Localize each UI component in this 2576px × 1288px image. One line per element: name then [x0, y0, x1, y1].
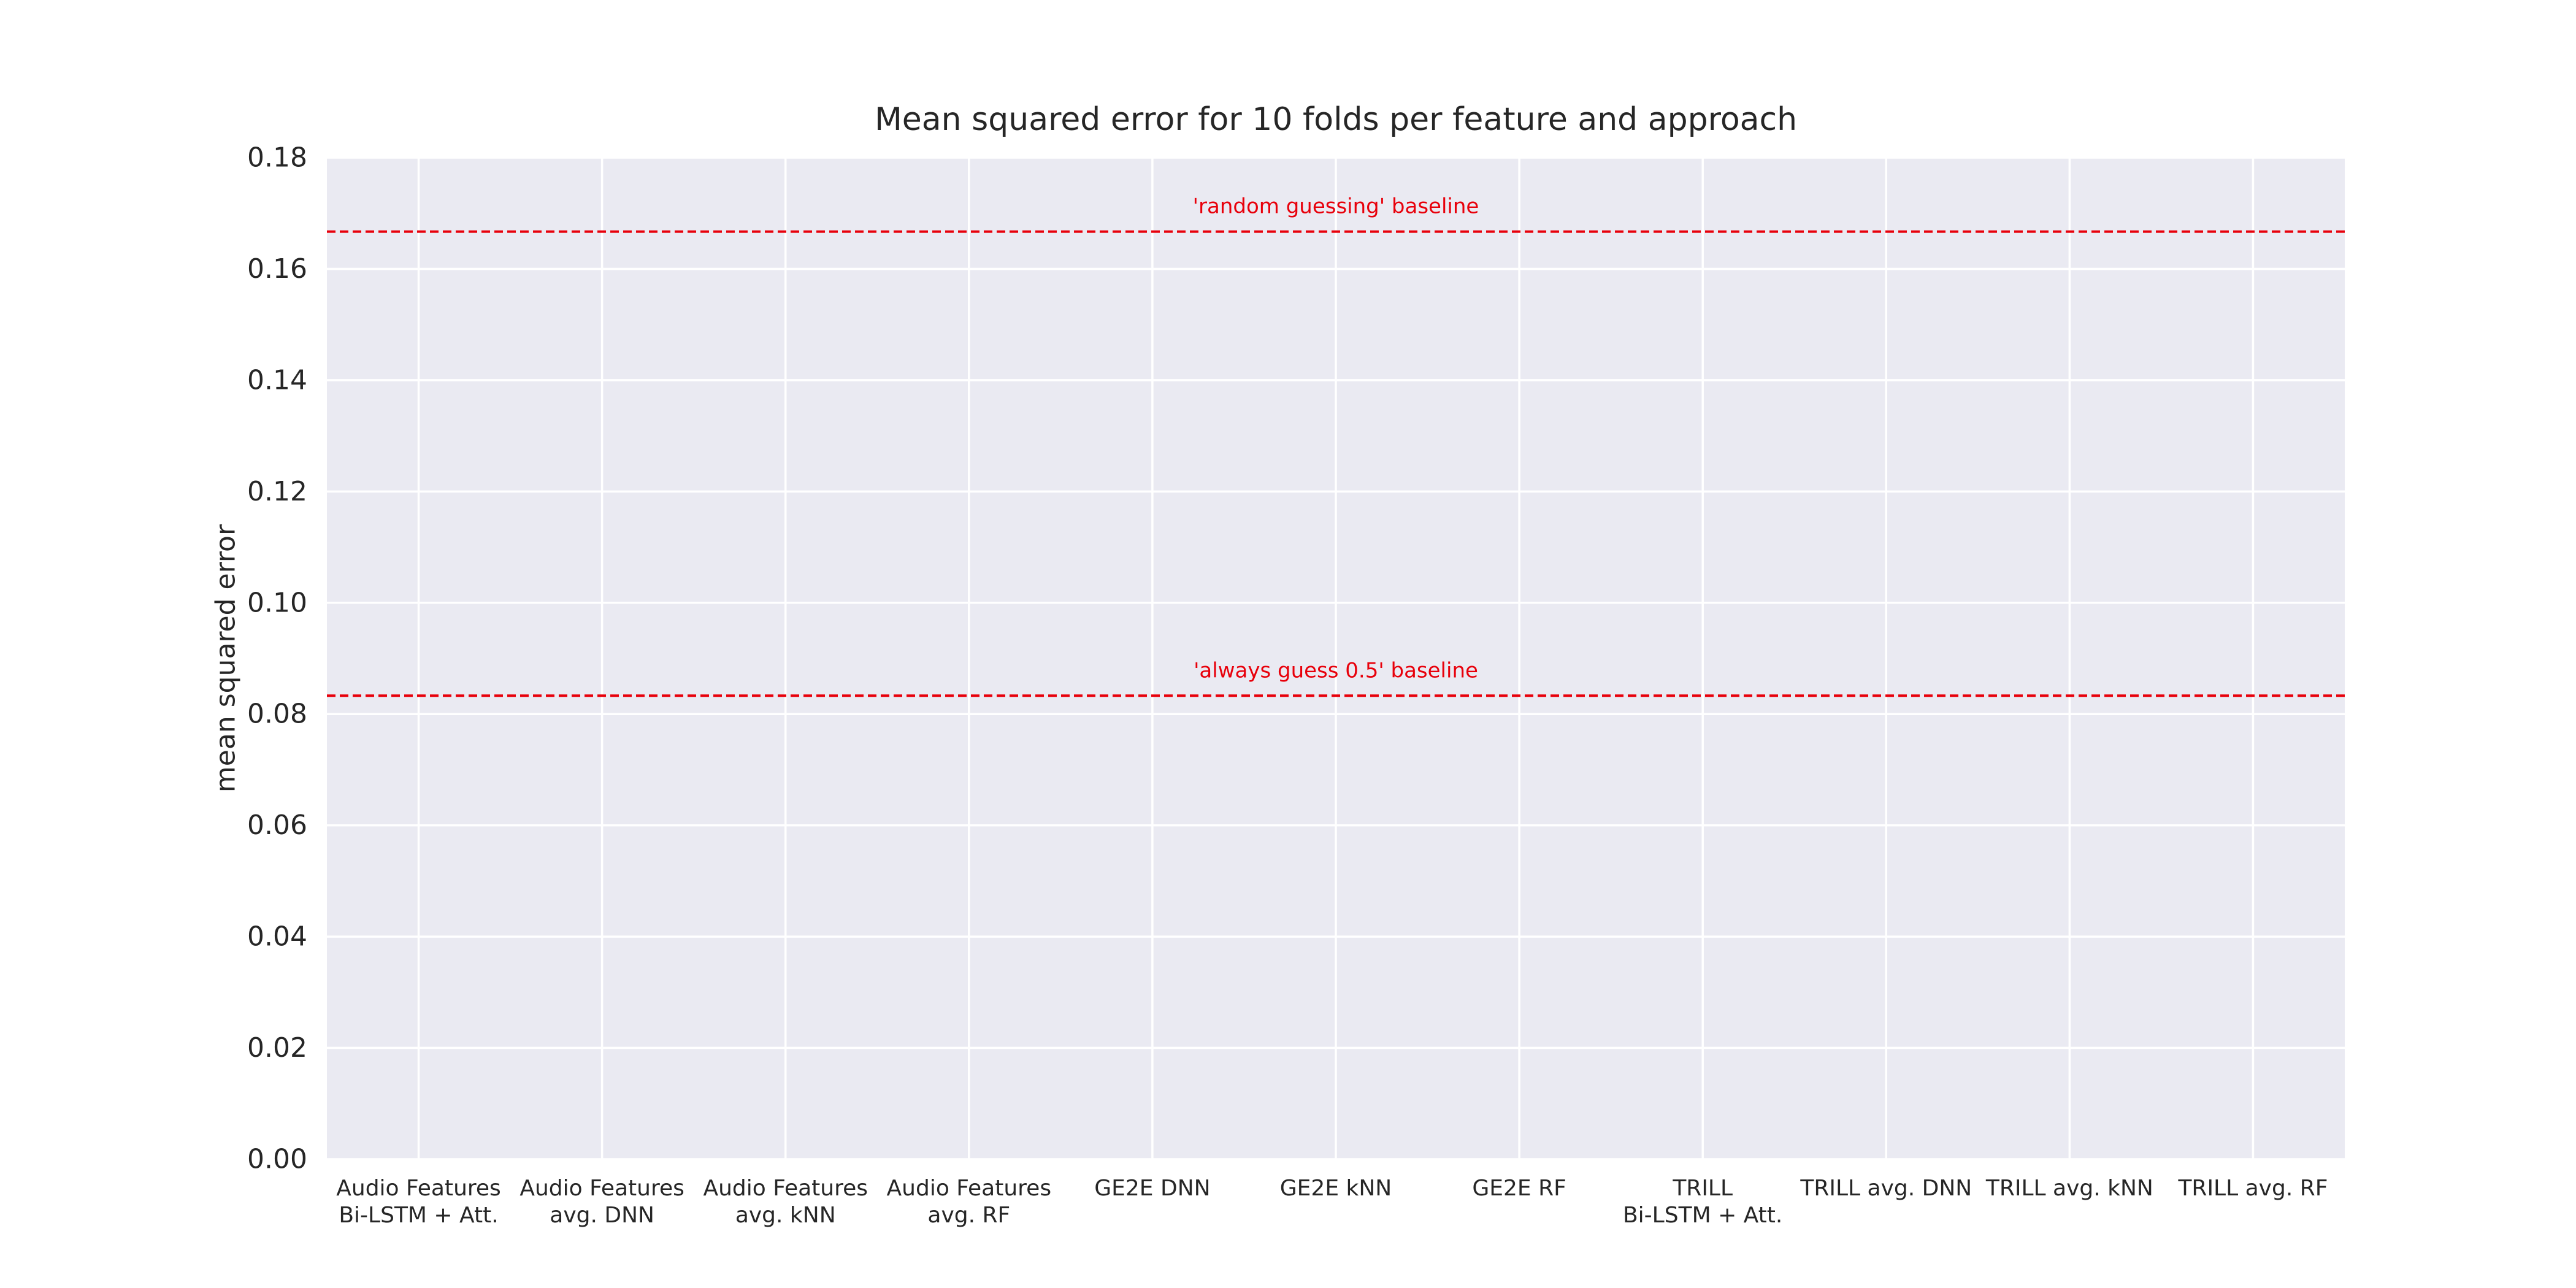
- x-tick-label-line: TRILL avg. DNN: [1800, 1176, 1972, 1201]
- x-tick-label-line: GE2E DNN: [1094, 1176, 1210, 1201]
- grid-lines: [327, 156, 2345, 1160]
- x-axis-ticks: Audio Features Bi-LSTM + Att.Audio Featur…: [336, 1176, 2328, 1228]
- baselines: 'random guessing' baseline 'always guess …: [327, 194, 2345, 697]
- x-tick-label: Audio Features avg. DNN: [519, 1176, 684, 1228]
- x-tick-label: GE2E DNN: [1094, 1176, 1210, 1201]
- x-tick-label: TRILL Bi-LSTM + Att.: [1623, 1176, 1782, 1228]
- baseline-label: 'random guessing' baseline: [1193, 194, 1479, 219]
- baseline-label: 'always guess 0.5' baseline: [1194, 658, 1478, 683]
- x-tick-label-line: TRILL avg. kNN: [1985, 1176, 2153, 1201]
- x-tick-label: GE2E RF: [1472, 1176, 1566, 1201]
- x-tick-label-line: Bi-LSTM + Att.: [339, 1203, 498, 1228]
- x-tick-label-line: Audio Features: [887, 1176, 1052, 1201]
- x-tick-label-line: Audio Features: [703, 1176, 868, 1201]
- x-tick-label-line: Audio Features: [336, 1176, 501, 1201]
- x-tick-label-line: GE2E RF: [1472, 1176, 1566, 1201]
- chart-title: Mean squared error for 10 folds per feat…: [875, 101, 1797, 138]
- y-axis-label: mean squared error: [210, 524, 242, 792]
- x-tick-label-line: GE2E kNN: [1280, 1176, 1392, 1201]
- x-tick-label-line: TRILL: [1672, 1176, 1733, 1201]
- x-tick-label: Audio Features avg. kNN: [703, 1176, 868, 1228]
- y-tick-label: 0.14: [247, 364, 307, 396]
- x-tick-label: TRILL avg. kNN: [1985, 1176, 2153, 1201]
- x-tick-label-line: Bi-LSTM + Att.: [1623, 1203, 1782, 1228]
- x-tick-label: TRILL avg. DNN: [1800, 1176, 1972, 1201]
- x-tick-label-line: avg. kNN: [735, 1203, 836, 1228]
- y-tick-label: 0.02: [247, 1032, 307, 1064]
- x-tick-label-line: Audio Features: [519, 1176, 684, 1201]
- x-tick-label-line: TRILL avg. RF: [2177, 1176, 2328, 1201]
- x-tick-label-line: avg. DNN: [550, 1203, 654, 1228]
- y-tick-label: 0.06: [247, 810, 307, 841]
- x-tick-label: Audio Features avg. RF: [887, 1176, 1052, 1228]
- x-tick-label: GE2E kNN: [1280, 1176, 1392, 1201]
- x-tick-label: Audio Features Bi-LSTM + Att.: [336, 1176, 501, 1228]
- y-tick-label: 0.08: [247, 699, 307, 730]
- y-tick-label: 0.04: [247, 921, 307, 953]
- y-tick-label: 0.16: [247, 253, 307, 285]
- y-tick-label: 0.10: [247, 587, 307, 618]
- x-tick-label: TRILL avg. RF: [2177, 1176, 2328, 1201]
- y-tick-label: 0.12: [247, 476, 307, 507]
- y-tick-label: 0.00: [247, 1144, 307, 1175]
- y-axis-ticks: 0.00 0.02 0.04 0.06 0.08 0.10 0.12 0.14 0.16 0.18: [247, 142, 307, 1175]
- y-tick-label: 0.18: [247, 142, 307, 174]
- x-tick-label-line: avg. RF: [927, 1203, 1010, 1228]
